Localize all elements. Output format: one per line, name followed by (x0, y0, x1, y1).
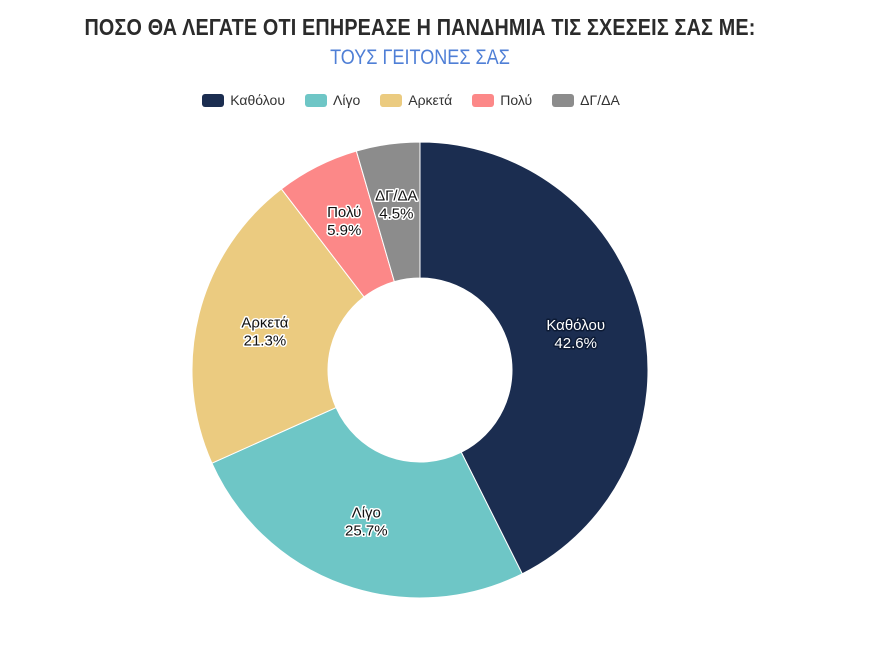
legend-item-poly[interactable]: Πολύ (472, 92, 532, 108)
legend-label: ΔΓ/ΔΑ (580, 92, 620, 108)
legend-swatch (380, 93, 403, 107)
slice-1[interactable] (211, 406, 523, 599)
slice-0[interactable] (419, 141, 649, 575)
slice-value-label: 5.9% (327, 222, 361, 239)
legend: Καθόλου Λίγο Αρκετά Πολύ ΔΓ/ΔΑ (0, 92, 822, 108)
legend-label: Λίγο (332, 92, 361, 108)
legend-swatch (552, 93, 575, 107)
slice-category-label: Αρκετά (241, 315, 288, 332)
donut-slices (191, 141, 649, 599)
slice-value-label: 4.5% (379, 206, 413, 223)
slice-value-label: 42.6% (554, 335, 597, 352)
legend-label: Πολύ (500, 92, 533, 108)
slice-category-label: Πολύ (327, 204, 361, 221)
legend-swatch (304, 93, 327, 107)
chart-subtitle: ΤΟΥΣ ΓΕΙΤΟΝΕΣ ΣΑΣ (330, 46, 510, 69)
legend-swatch (202, 93, 225, 107)
legend-swatch (472, 93, 495, 107)
legend-label: Καθόλου (230, 92, 285, 108)
slice-4[interactable] (355, 141, 421, 283)
slice-2[interactable] (191, 188, 365, 464)
legend-item-katholou[interactable]: Καθόλου (202, 92, 285, 108)
slice-category-label: ΔΓ/ΔΑ (375, 188, 417, 205)
legend-item-dg-da[interactable]: ΔΓ/ΔΑ (552, 92, 620, 108)
slice-value-label: 21.3% (244, 333, 287, 350)
slice-value-label: 25.7% (345, 523, 388, 540)
slice-category-label: Καθόλου (546, 317, 605, 334)
slice-category-label: Λίγο (352, 505, 381, 522)
chart-title: ΠΟΣΟ ΘΑ ΛΕΓΑΤΕ ΟΤΙ ΕΠΗΡΕΑΣΕ Η ΠΑΝΔΗΜΙΑ Τ… (84, 14, 756, 40)
legend-label: Αρκετά (408, 92, 453, 108)
legend-item-ligo[interactable]: Λίγο (304, 92, 361, 108)
legend-item-arketa[interactable]: Αρκετά (380, 92, 452, 108)
